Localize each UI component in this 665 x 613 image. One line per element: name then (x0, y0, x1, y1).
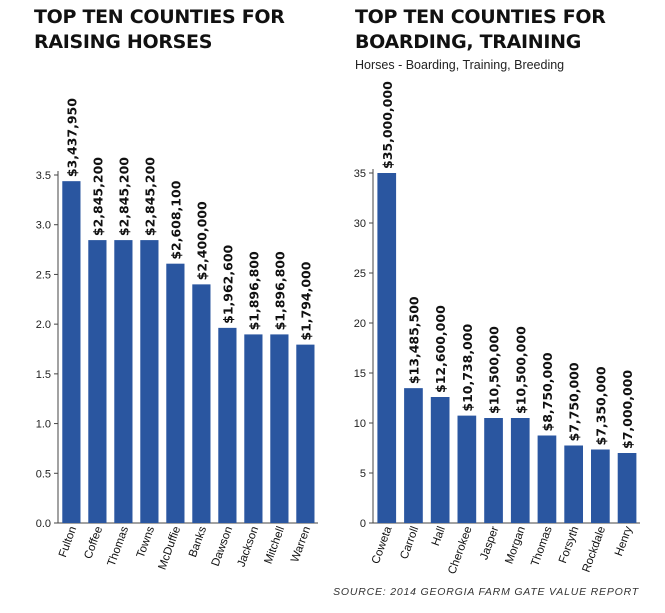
left-y-tick-label: 1.0 (36, 419, 51, 431)
left-y-tick-label: 3.0 (36, 220, 51, 232)
left-value-label: $3,437,950 (64, 98, 79, 177)
left-value-label: $2,845,200 (90, 157, 105, 236)
right-bar-carroll (404, 388, 423, 523)
right-value-label: $7,750,000 (567, 362, 582, 441)
source-note: SOURCE: 2014 GEORGIA FARM GATE VALUE REP… (333, 586, 639, 598)
right-chart-title-line-1: TOP TEN COUNTIES FOR (355, 6, 606, 28)
right-bar-thomas (537, 435, 557, 523)
left-chart-title-line-1: TOP TEN COUNTIES FOR (34, 6, 285, 28)
right-category-label: Hall (430, 525, 448, 548)
right-bar-henry (617, 453, 637, 523)
right-category-label: Rockdale (580, 525, 608, 574)
left-bar-dawson (218, 327, 237, 523)
right-bar-rockdale (591, 449, 610, 523)
left-bar-mitchell (270, 334, 289, 523)
right-bar-morgan (510, 418, 530, 523)
left-bar-jackson (244, 334, 263, 523)
left-y-tick-label: 0.0 (36, 518, 51, 530)
right-category-label: Coweta (370, 524, 395, 565)
right-value-label: $10,738,000 (460, 324, 475, 412)
left-value-label: $2,845,200 (142, 157, 157, 236)
right-category-label: Morgan (503, 525, 528, 566)
right-value-label: $10,500,000 (487, 326, 502, 414)
right-y-tick-label: 20 (354, 318, 366, 330)
right-y-tick-label: 0 (360, 518, 366, 530)
right-category-label: Henry (613, 525, 635, 558)
right-value-label: $8,750,000 (540, 352, 555, 431)
left-y-tick-label: 2.0 (36, 319, 51, 331)
left-value-label: $2,608,100 (168, 180, 183, 259)
right-chart-title-line-2: BOARDING, TRAINING (355, 31, 582, 53)
right-category-label: Jasper (478, 525, 501, 562)
right-chart-title: TOP TEN COUNTIES FOR BOARDING, TRAINING (355, 5, 606, 55)
left-y-tick-label: 1.5 (36, 369, 51, 381)
right-bar-hall (430, 397, 450, 523)
right-y-tick-label: 30 (354, 218, 366, 230)
left-value-label: $1,896,800 (272, 251, 287, 330)
left-value-label: $1,962,600 (220, 244, 235, 323)
right-category-label: Cherokee (446, 525, 474, 576)
right-bar-cherokee (457, 415, 477, 523)
left-value-label: $1,896,800 (246, 251, 261, 330)
right-bar-jasper (484, 418, 503, 523)
left-y-tick-label: 0.5 (36, 468, 51, 480)
left-bar-coffee (88, 240, 107, 523)
left-bar-towns (140, 240, 159, 523)
right-value-label: $10,500,000 (513, 326, 528, 414)
left-value-label: $1,794,000 (298, 261, 313, 340)
right-y-tick-label: 5 (360, 468, 366, 480)
left-bar-warren (296, 344, 315, 523)
right-y-tick-label: 15 (354, 368, 366, 380)
right-value-label: $7,350,000 (593, 366, 608, 445)
left-y-tick-label: 2.5 (36, 269, 51, 281)
right-y-tick-label: 35 (354, 168, 366, 180)
right-category-label: Carroll (398, 525, 421, 561)
right-bar-coweta (377, 173, 397, 523)
left-y-tick-label: 3.5 (36, 170, 51, 182)
left-chart-title: TOP TEN COUNTIES FOR RAISING HORSES (34, 5, 285, 55)
right-bar-forsyth (564, 445, 583, 523)
left-bar-mcduffie (166, 263, 185, 523)
right-chart-subtitle: Horses - Boarding, Training, Breeding (355, 58, 565, 72)
left-bar-banks (192, 284, 211, 523)
left-chart-title-line-2: RAISING HORSES (34, 31, 213, 53)
right-y-tick-label: 10 (354, 418, 366, 430)
right-value-label: $7,000,000 (620, 370, 635, 449)
right-y-tick-label: 25 (354, 268, 366, 280)
right-category-label: Forsyth (557, 525, 581, 565)
right-value-label: $35,000,000 (380, 81, 395, 169)
left-value-label: $2,845,200 (116, 157, 131, 236)
left-bar-thomas (114, 240, 133, 523)
right-value-label: $13,485,500 (406, 296, 421, 384)
right-value-label: $12,600,000 (433, 305, 448, 393)
left-value-label: $2,400,000 (194, 201, 209, 280)
right-category-label: Thomas (529, 525, 555, 568)
left-bar-fulton (62, 181, 81, 523)
